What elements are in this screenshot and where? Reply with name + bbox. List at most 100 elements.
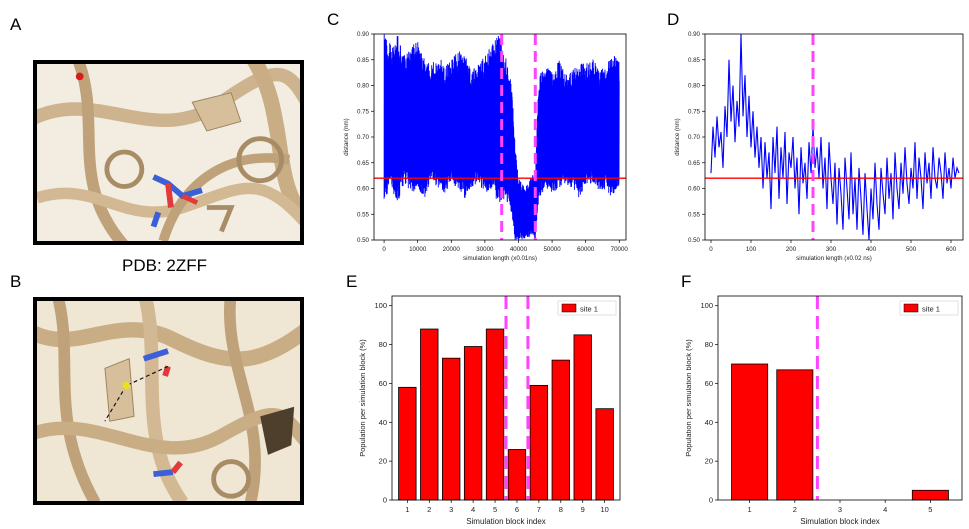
- y-tick-label: 0.75: [688, 108, 701, 115]
- bar: [420, 328, 439, 501]
- x-tick-label: 4: [883, 505, 887, 514]
- x-tick-label: 300: [826, 246, 837, 253]
- plot-frame: [391, 295, 621, 501]
- bar: [529, 384, 549, 501]
- y-tick-label: 0.65: [357, 160, 370, 167]
- y-tick-label: 0.50: [688, 237, 701, 244]
- x-tick-label: 60000: [577, 246, 595, 253]
- x-tick-label: 4: [471, 505, 475, 514]
- panel-letter-a: A: [10, 15, 22, 34]
- bar: [551, 359, 570, 501]
- y-tick-label: 60: [705, 379, 713, 388]
- x-tick-label: 500: [906, 246, 917, 253]
- y-tick-label: 0.80: [688, 83, 701, 90]
- x-tick-label: 600: [946, 246, 957, 253]
- protein-structure-image-b: [33, 297, 304, 505]
- plot-group: [705, 34, 963, 240]
- x-tick-label: 6: [515, 505, 519, 514]
- x-tick-label: 0: [709, 246, 713, 253]
- bar: [463, 346, 483, 501]
- x-tick-label: 70000: [611, 246, 629, 253]
- x-tick-label: 2: [793, 505, 797, 514]
- x-axis-label: Simulation block index: [466, 517, 546, 526]
- y-tick-label: 0.55: [357, 211, 370, 218]
- legend-swatch: [561, 303, 577, 313]
- series-line: [710, 34, 960, 240]
- y-tick-label: 0.65: [688, 160, 701, 167]
- x-tick-label: 30000: [476, 246, 494, 253]
- x-tick-label: 5: [928, 505, 932, 514]
- panel-letter-e: E: [346, 272, 358, 291]
- protein-structure-image-a: [33, 60, 304, 245]
- bar: [398, 386, 417, 501]
- x-axis-label: simulation length (x0.01ns): [463, 255, 537, 262]
- bar: [731, 363, 769, 501]
- x-tick-label: 3: [838, 505, 842, 514]
- x-tick-label: 9: [581, 505, 585, 514]
- y-tick-label: 80: [379, 340, 387, 349]
- pdb-caption: PDB: 2ZFF: [122, 256, 208, 275]
- chart-f-population-bar: 1 2 3 4 5 0 20 40 60 80 100 Simulation block index P…: [686, 295, 963, 526]
- y-tick-label: 0.50: [357, 237, 370, 244]
- y-tick-label: 40: [705, 418, 713, 427]
- y-axis-label: Population per simulation block (%): [358, 339, 367, 457]
- plot-area: [705, 34, 963, 240]
- x-tick-label: 5: [493, 505, 497, 514]
- y-tick-label: 0.55: [688, 211, 701, 218]
- bar: [595, 408, 614, 501]
- x-tick-label: 20000: [443, 246, 461, 253]
- x-tick-label: 50000: [543, 246, 561, 253]
- x-tick-label: 8: [559, 505, 563, 514]
- panel-letter-c: C: [327, 10, 340, 29]
- y-tick-label: 100: [374, 301, 387, 310]
- bar: [507, 449, 527, 501]
- bar: [573, 334, 592, 501]
- panel-letter-b: B: [10, 272, 22, 291]
- y-tick-label: 0.85: [688, 57, 701, 64]
- x-axis-label: simulation length (x0.02 ns): [796, 255, 872, 262]
- panel-letter-f: F: [681, 272, 692, 291]
- x-tick-label: 100: [746, 246, 757, 253]
- panel-letter-d: D: [667, 10, 680, 29]
- y-tick-label: 60: [379, 379, 387, 388]
- x-tick-label: 1: [748, 505, 752, 514]
- bar: [776, 369, 814, 501]
- y-tick-label: 0.70: [688, 134, 701, 141]
- x-tick-label: 200: [786, 246, 797, 253]
- y-tick-label: 20: [379, 457, 387, 466]
- x-axis-label: Simulation block index: [800, 517, 880, 526]
- bar: [485, 328, 505, 501]
- legend-label: site 1: [922, 305, 940, 314]
- y-tick-label: 0.60: [688, 186, 701, 193]
- y-tick-label: 0.85: [357, 57, 370, 64]
- legend-label: site 1: [580, 305, 598, 314]
- y-tick-label: 0.80: [357, 83, 370, 90]
- y-tick-label: 80: [705, 340, 713, 349]
- x-tick-label: 40000: [510, 246, 528, 253]
- bar: [911, 489, 949, 501]
- x-tick-label: 3: [449, 505, 453, 514]
- y-tick-label: 20: [705, 457, 713, 466]
- y-tick-label: 0: [709, 496, 713, 505]
- legend-swatch: [903, 303, 919, 313]
- y-axis-label: Population per simulation block (%): [686, 339, 693, 457]
- y-axis-label: distance (nm): [674, 118, 681, 155]
- y-tick-label: 0.75: [357, 108, 370, 115]
- y-tick-label: 0: [383, 496, 387, 505]
- y-axis-label: distance (nm): [343, 118, 350, 155]
- y-tick-label: 0.90: [357, 31, 370, 38]
- y-tick-label: 0.60: [357, 186, 370, 193]
- x-tick-label: 10000: [409, 246, 427, 253]
- x-tick-label: 0: [382, 246, 386, 253]
- x-tick-label: 1: [405, 505, 409, 514]
- chart-d-distance-timeseries: 0 100 200 300 400 500 600 0.50 0.55 0.60 0.65 0.70 0…: [674, 31, 964, 262]
- y-tick-label: 0.70: [357, 134, 370, 141]
- x-tick-label: 2: [427, 505, 431, 514]
- bar: [442, 357, 461, 501]
- y-tick-label: 100: [700, 301, 713, 310]
- x-tick-label: 400: [866, 246, 877, 253]
- x-tick-label: 10: [600, 505, 608, 514]
- x-tick-label: 7: [537, 505, 541, 514]
- y-tick-label: 40: [379, 418, 387, 427]
